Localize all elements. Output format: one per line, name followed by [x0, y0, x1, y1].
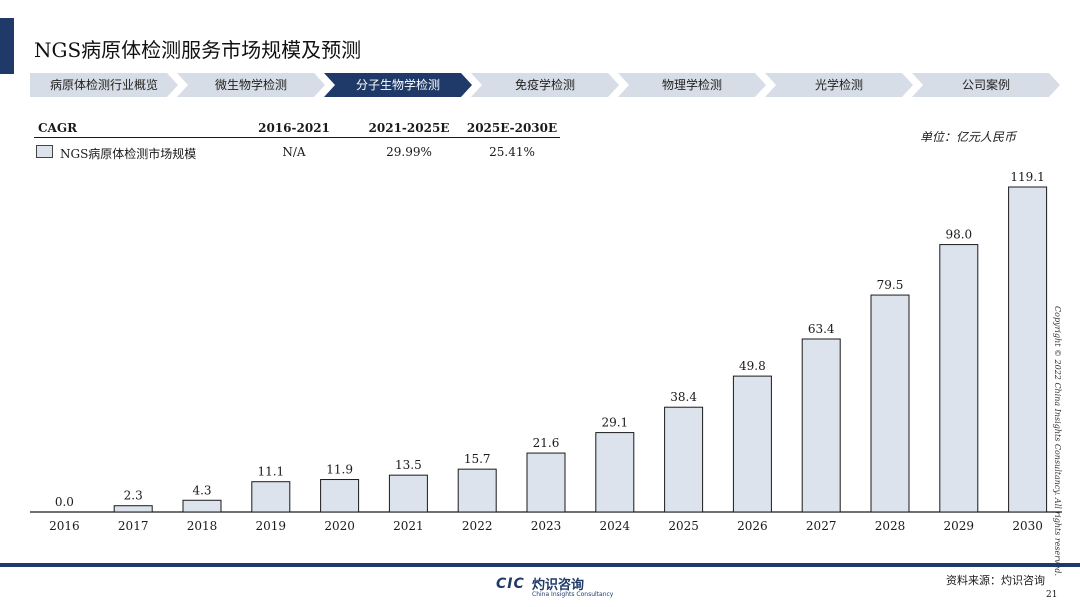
- company-logo: CIC 灼识咨询 China Insights Consultancy: [496, 574, 613, 600]
- nav-item-immunology[interactable]: 免疫学检测: [471, 73, 619, 97]
- value-label-2017: 2.3: [124, 489, 143, 503]
- bar-2018: [182, 499, 222, 513]
- bar-2028: [870, 294, 910, 513]
- x-tick-label-2021: 2021: [393, 519, 424, 533]
- logo-mark: CIC: [496, 576, 525, 592]
- x-tick-label-2026: 2026: [737, 519, 768, 533]
- nav-item-overview[interactable]: 病原体检测行业概览: [30, 73, 178, 97]
- value-label-2026: 49.8: [739, 359, 766, 373]
- bar-2017: [113, 505, 153, 513]
- x-tick-label-2019: 2019: [256, 519, 287, 533]
- nav-item-physics[interactable]: 物理学检测: [618, 73, 766, 97]
- value-label-2020: 11.9: [326, 463, 353, 477]
- cagr-row-label: NGS病原体检测市场规模: [60, 147, 197, 161]
- data-source: 资料来源：灼识咨询: [946, 574, 1045, 587]
- x-tick-label-2022: 2022: [462, 519, 493, 533]
- value-label-2023: 21.6: [533, 436, 560, 450]
- x-tick-label-2024: 2024: [600, 519, 631, 533]
- value-label-2016: 0.0: [55, 495, 74, 509]
- page-title: NGS病原体检测服务市场规模及预测: [34, 38, 362, 62]
- cagr-value-2: 29.99%: [386, 145, 432, 159]
- x-tick-label-2030: 2030: [1012, 519, 1043, 533]
- footer-divider: [0, 563, 1080, 567]
- nav-item-company-cases[interactable]: 公司案例: [912, 73, 1060, 97]
- value-label-2021: 13.5: [395, 458, 422, 472]
- value-label-2024: 29.1: [601, 416, 628, 430]
- value-label-2029: 98.0: [945, 228, 972, 242]
- legend-swatch: [36, 145, 53, 158]
- value-label-2022: 15.7: [464, 452, 491, 466]
- value-label-2028: 79.5: [877, 278, 904, 292]
- x-tick-label-2020: 2020: [324, 519, 355, 533]
- x-tick-label-2017: 2017: [118, 519, 149, 533]
- value-label-2027: 63.4: [808, 322, 835, 336]
- nav-item-microbiology[interactable]: 微生物学检测: [177, 73, 325, 97]
- x-tick-label-2016: 2016: [49, 519, 80, 533]
- cagr-header-label: CAGR: [38, 121, 78, 135]
- x-tick-label-2023: 2023: [531, 519, 562, 533]
- cagr-header-period-1: 2016-2021: [258, 121, 330, 135]
- bar-2029: [939, 244, 979, 513]
- bar-2022: [457, 468, 497, 513]
- nav-item-molecular-biology[interactable]: 分子生物学检测: [324, 73, 472, 97]
- cagr-header-row: CAGR 2016-2021 2021-2025E 2025E-2030E: [34, 118, 560, 138]
- bar-2024: [595, 432, 635, 513]
- x-tick-label-2018: 2018: [187, 519, 218, 533]
- bar-2026: [732, 375, 772, 513]
- bar-2025: [664, 406, 704, 513]
- nav-item-optics[interactable]: 光学检测: [765, 73, 913, 97]
- x-tick-label-2025: 2025: [668, 519, 699, 533]
- bar-2030: [1008, 186, 1048, 513]
- cagr-header-period-2: 2021-2025E: [368, 121, 450, 135]
- bar-2020: [320, 479, 360, 513]
- bar-2021: [388, 474, 428, 513]
- unit-label: 单位：亿元人民币: [920, 130, 1017, 144]
- value-label-2025: 38.4: [670, 390, 697, 404]
- bar-2023: [526, 452, 566, 513]
- bar-2019: [251, 481, 291, 513]
- cagr-value-1: N/A: [282, 145, 306, 159]
- title-accent-bar: [0, 18, 14, 74]
- page-number: 21: [1046, 590, 1058, 600]
- x-tick-label-2027: 2027: [806, 519, 837, 533]
- cagr-data-row: NGS病原体检测市场规模 N/A 29.99% 25.41%: [34, 142, 560, 162]
- bar-2027: [801, 338, 841, 513]
- bar-chart: 0.0 2016 2.3 2017 4.3 2018 11.1 2019 11.9 2020 13.…: [30, 170, 1062, 533]
- value-label-2030: 119.1: [1010, 170, 1044, 184]
- value-label-2018: 4.3: [192, 483, 211, 497]
- logo-name: 灼识咨询: [532, 578, 585, 593]
- cagr-value-3: 25.41%: [489, 145, 535, 159]
- section-nav: 病原体检测行业概览 微生物学检测 分子生物学检测 免疫学检测 物理学检测 光学检…: [30, 73, 1062, 97]
- value-label-2019: 11.1: [257, 465, 284, 479]
- x-tick-label-2028: 2028: [875, 519, 906, 533]
- cagr-header-period-3: 2025E-2030E: [466, 121, 558, 135]
- x-tick-label-2029: 2029: [944, 519, 975, 533]
- logo-subtitle: China Insights Consultancy: [532, 591, 614, 598]
- copyright-notice: Copyright © 2022 China Insights Consulta…: [1053, 306, 1062, 577]
